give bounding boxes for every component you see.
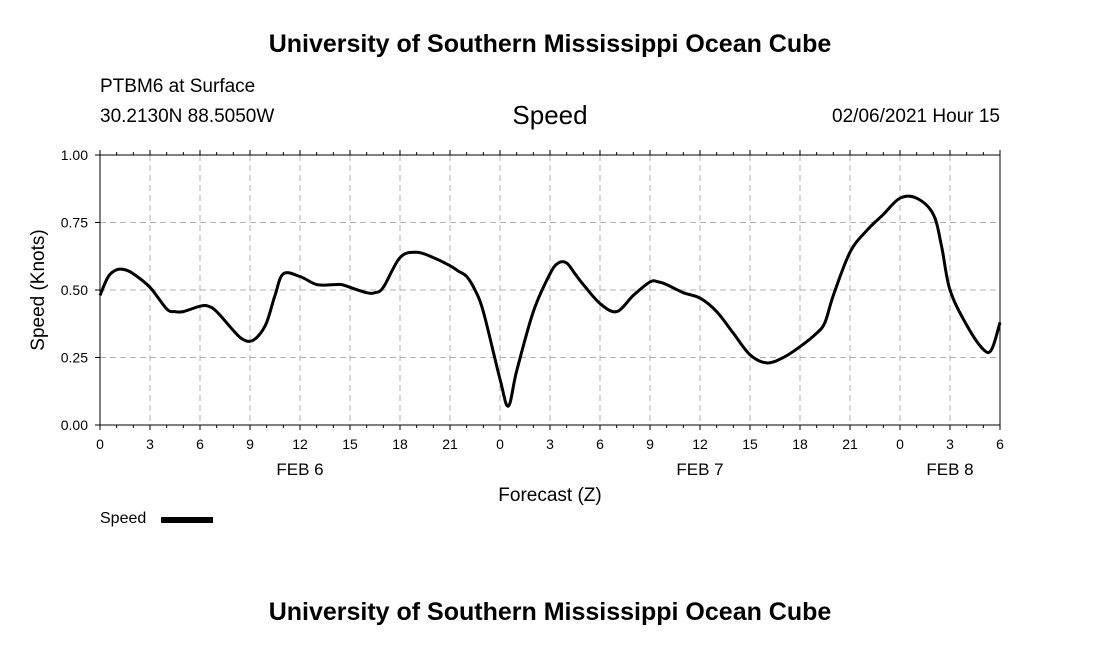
- y-tick-label: 0.00: [61, 417, 88, 433]
- y-tick-label: 0.50: [61, 282, 88, 298]
- x-tick-label: 3: [546, 436, 554, 452]
- x-tick-label: 3: [946, 436, 954, 452]
- x-tick-label: 0: [96, 436, 104, 452]
- legend-label: Speed: [100, 510, 147, 527]
- x-tick-label: 6: [596, 436, 604, 452]
- x-tick-label: 3: [146, 436, 154, 452]
- x-tick-label: 6: [196, 436, 204, 452]
- x-tick-label: 0: [896, 436, 904, 452]
- footer-title: University of Southern Mississippi Ocean…: [268, 598, 832, 626]
- x-tick-label: 6: [996, 436, 1004, 452]
- x-tick-label: 21: [442, 436, 458, 452]
- chart-title: University of Southern Mississippi Ocean…: [268, 30, 832, 58]
- station-label: PTBM6 at Surface: [100, 76, 256, 97]
- x-tick-label: 9: [246, 436, 254, 452]
- x-tick-label: 15: [342, 436, 358, 452]
- y-axis-label: Speed (Knots): [28, 229, 49, 350]
- y-tick-label: 1.00: [61, 147, 88, 163]
- datetime-label: 02/06/2021 Hour 15: [832, 106, 1000, 127]
- date-label: FEB 7: [676, 460, 723, 479]
- x-axis-label: Forecast (Z): [498, 485, 601, 506]
- x-tick-label: 18: [792, 436, 808, 452]
- x-tick-label: 18: [392, 436, 408, 452]
- legend-swatch: [161, 517, 213, 523]
- x-tick-label: 21: [842, 436, 858, 452]
- speed-series-line: [98, 194, 1002, 408]
- x-tick-label: 15: [742, 436, 758, 452]
- coordinates-label: 30.2130N 88.5050W: [100, 106, 275, 127]
- date-label: FEB 8: [926, 460, 973, 479]
- x-tick-label: 0: [496, 436, 504, 452]
- x-tick-label: 9: [646, 436, 654, 452]
- y-tick-label: 0.25: [61, 350, 88, 366]
- variable-label: Speed: [512, 100, 588, 130]
- x-tick-label: 12: [692, 436, 708, 452]
- y-tick-label: 0.75: [61, 215, 88, 231]
- x-tick-label: 12: [292, 436, 308, 452]
- plot-frame: [99, 154, 1001, 426]
- date-label: FEB 6: [276, 460, 323, 479]
